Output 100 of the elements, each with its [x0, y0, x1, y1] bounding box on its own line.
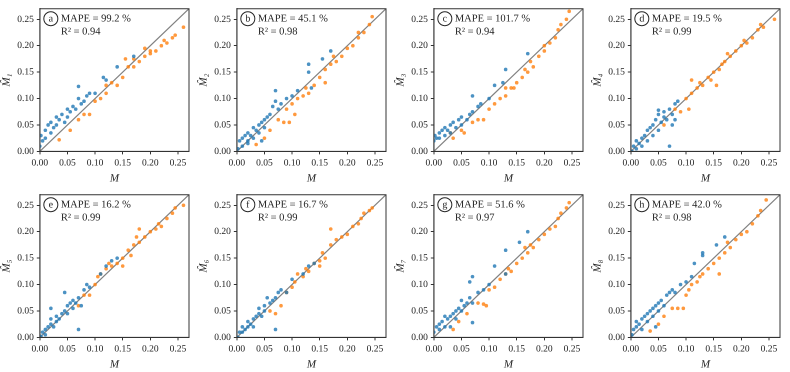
point — [49, 131, 53, 135]
point — [306, 62, 310, 66]
point — [454, 309, 458, 313]
y-tick-label: 0.10 — [411, 94, 428, 104]
point — [468, 296, 472, 300]
point — [254, 142, 258, 146]
point — [49, 306, 53, 310]
point — [296, 88, 300, 92]
point — [512, 86, 516, 90]
point — [448, 123, 452, 127]
annotation: R² = 0.98 — [652, 212, 692, 224]
point — [274, 312, 278, 316]
x-tick-label: 0.20 — [536, 344, 553, 355]
point — [49, 317, 53, 321]
point — [728, 54, 732, 58]
point — [523, 68, 527, 72]
point — [74, 107, 78, 111]
point — [564, 206, 568, 210]
point — [268, 301, 272, 305]
x-tick-label: 0.20 — [733, 158, 750, 169]
x-tick-label: 0.15 — [311, 344, 328, 355]
point — [276, 107, 280, 111]
point — [706, 266, 710, 270]
y-tick-label: 0.10 — [214, 94, 232, 104]
point — [110, 258, 114, 263]
point — [492, 102, 496, 106]
point — [734, 49, 738, 53]
point — [71, 306, 75, 310]
x-tick-label: 0.15 — [705, 344, 722, 355]
point — [451, 328, 455, 332]
point — [148, 49, 152, 53]
point — [465, 312, 469, 316]
point — [706, 76, 710, 80]
point — [698, 274, 702, 278]
y-tick-label: 0.05 — [17, 120, 34, 130]
point — [662, 314, 666, 318]
x-tick-label: 0.00 — [622, 158, 640, 169]
point — [520, 76, 524, 80]
point — [71, 298, 75, 302]
point — [262, 118, 266, 122]
point — [68, 128, 72, 132]
point — [684, 293, 688, 297]
point — [728, 246, 732, 250]
point — [634, 320, 638, 324]
point — [68, 110, 72, 114]
annotation: MAPE = 99.2 % — [60, 13, 132, 24]
point — [492, 285, 496, 289]
point — [654, 304, 658, 308]
point — [640, 328, 644, 332]
point — [268, 309, 272, 313]
point — [700, 251, 704, 255]
point — [143, 235, 147, 239]
point — [257, 123, 261, 127]
x-tick-label: 0.00 — [32, 344, 48, 355]
point — [662, 115, 666, 119]
point — [662, 110, 666, 114]
point — [82, 99, 86, 103]
point — [556, 216, 560, 220]
y-tick-label: 0.05 — [411, 120, 428, 130]
point — [160, 224, 164, 228]
point — [673, 107, 677, 111]
x-axis-title: M — [700, 358, 711, 370]
y-tick-label: 0.10 — [608, 280, 626, 290]
point — [690, 78, 694, 82]
point — [648, 126, 652, 130]
point — [487, 107, 491, 111]
x-tick-label: 0.10 — [678, 158, 695, 169]
point — [656, 309, 660, 313]
point — [182, 203, 186, 208]
point — [62, 309, 66, 313]
annotation: h — [639, 199, 644, 210]
y-axis-title: M̂₅ — [0, 259, 12, 274]
point — [634, 139, 638, 143]
point — [640, 136, 644, 140]
y-tick-label: 0.10 — [17, 94, 34, 104]
point — [654, 118, 658, 122]
point — [714, 243, 718, 247]
y-tick-label: 0.15 — [17, 254, 34, 264]
point — [684, 96, 688, 100]
point — [698, 80, 702, 84]
point — [476, 301, 480, 305]
point — [284, 107, 288, 111]
point — [656, 322, 660, 326]
point — [137, 240, 142, 244]
y-tick-label: 0.25 — [214, 200, 232, 211]
point — [668, 107, 672, 111]
annotation: R² = 0.99 — [652, 26, 692, 38]
y-axis-title: M̂₈ — [590, 259, 604, 274]
point — [88, 112, 92, 116]
x-tick-label: 0.20 — [339, 158, 356, 169]
point — [274, 88, 278, 92]
point — [537, 238, 541, 242]
point — [49, 322, 53, 326]
point — [640, 317, 644, 321]
x-tick-label: 0.10 — [86, 158, 104, 169]
point — [328, 243, 333, 247]
annotation: b — [245, 13, 250, 24]
point — [448, 314, 452, 318]
point — [254, 128, 258, 132]
x-tick-label: 0.05 — [650, 158, 668, 169]
